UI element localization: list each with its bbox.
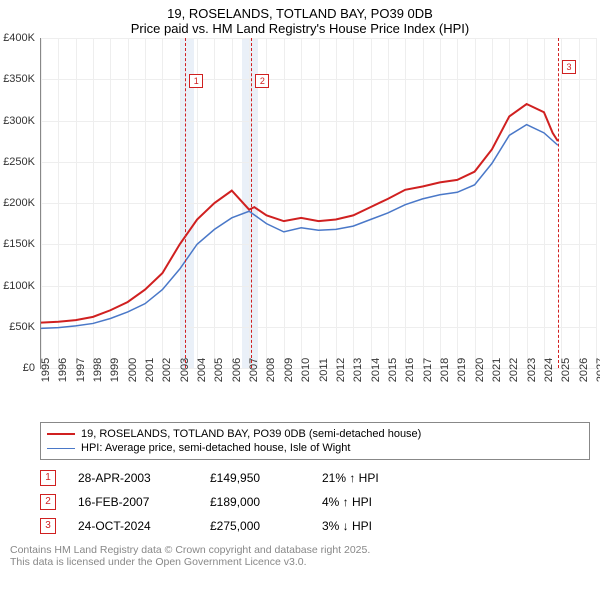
event-date: 16-FEB-2007 [78, 495, 188, 509]
x-tick-label: 2000 [127, 358, 139, 382]
event-pct: 4% ↑ HPI [322, 495, 422, 509]
event-price: £275,000 [210, 519, 300, 533]
y-tick-label: £350K [0, 73, 35, 85]
attribution-footer: Contains HM Land Registry data © Crown c… [10, 544, 590, 568]
legend-swatch [47, 448, 75, 449]
event-row: 2 16-FEB-2007 £189,000 4% ↑ HPI [40, 490, 590, 514]
x-tick-label: 1997 [75, 358, 87, 382]
event-row: 3 24-OCT-2024 £275,000 3% ↓ HPI [40, 514, 590, 538]
event-date: 24-OCT-2024 [78, 519, 188, 533]
x-tick-label: 2002 [161, 358, 173, 382]
x-tick-label: 1999 [109, 358, 121, 382]
x-tick-label: 2016 [404, 358, 416, 382]
event-marker-line [558, 38, 559, 368]
x-tick-label: 2015 [387, 358, 399, 382]
x-tick-label: 2011 [318, 358, 330, 382]
x-tick-label: 2021 [491, 358, 503, 382]
x-tick-label: 2009 [283, 358, 295, 382]
event-row: 1 28-APR-2003 £149,950 21% ↑ HPI [40, 466, 590, 490]
event-number-box: 2 [40, 494, 56, 510]
x-tick-label: 2014 [370, 358, 382, 382]
x-tick-label: 2027 [595, 358, 600, 382]
x-tick-label: 2023 [526, 358, 538, 382]
gridline-v [596, 38, 597, 368]
event-price: £149,950 [210, 471, 300, 485]
x-tick-label: 2008 [265, 358, 277, 382]
event-marker-box: 1 [189, 74, 203, 88]
x-tick-label: 2024 [543, 358, 555, 382]
event-table: 1 28-APR-2003 £149,950 21% ↑ HPI 2 16-FEB-200… [40, 466, 590, 538]
legend-label: 19, ROSELANDS, TOTLAND BAY, PO39 0DB (se… [81, 428, 421, 440]
x-tick-label: 2004 [196, 358, 208, 382]
event-number-box: 3 [40, 518, 56, 534]
chart-area: 123 199519961997199819992000200120022003… [0, 38, 600, 418]
event-price: £189,000 [210, 495, 300, 509]
footer-line-2: This data is licensed under the Open Gov… [10, 556, 590, 568]
x-tick-label: 2012 [335, 358, 347, 382]
x-tick-label: 2017 [422, 358, 434, 382]
x-tick-label: 2003 [179, 358, 191, 382]
line-svg [41, 38, 596, 368]
y-tick-label: £400K [0, 32, 35, 44]
series-price_paid [41, 104, 558, 323]
x-axis: 1995199619971998199920002001200220032004… [40, 370, 595, 418]
y-tick-label: £300K [0, 115, 35, 127]
y-tick-label: £150K [0, 238, 35, 250]
event-marker-line [185, 38, 186, 368]
x-tick-label: 2018 [439, 358, 451, 382]
x-tick-label: 1998 [92, 358, 104, 382]
title-line-2: Price paid vs. HM Land Registry's House … [0, 21, 600, 36]
event-pct: 3% ↓ HPI [322, 519, 422, 533]
series-hpi [41, 125, 558, 329]
y-tick-label: £50K [0, 321, 35, 333]
x-tick-label: 1996 [57, 358, 69, 382]
x-tick-label: 2007 [248, 358, 260, 382]
event-marker-line [251, 38, 252, 368]
event-pct: 21% ↑ HPI [322, 471, 422, 485]
y-tick-label: £250K [0, 156, 35, 168]
legend-item: HPI: Average price, semi-detached house,… [47, 441, 583, 455]
legend-label: HPI: Average price, semi-detached house,… [81, 442, 350, 454]
plot-region: 1 2 3 [40, 38, 596, 369]
y-tick-label: £100K [0, 280, 35, 292]
x-tick-label: 2019 [456, 358, 468, 382]
x-tick-label: 2026 [578, 358, 590, 382]
legend-item: 19, ROSELANDS, TOTLAND BAY, PO39 0DB (se… [47, 427, 583, 441]
y-tick-label: £0 [0, 362, 35, 374]
x-tick-label: 2025 [560, 358, 572, 382]
event-date: 28-APR-2003 [78, 471, 188, 485]
legend: 19, ROSELANDS, TOTLAND BAY, PO39 0DB (se… [40, 422, 590, 460]
event-number-box: 1 [40, 470, 56, 486]
x-tick-label: 1995 [40, 358, 52, 382]
title-line-1: 19, ROSELANDS, TOTLAND BAY, PO39 0DB [0, 6, 600, 21]
x-tick-label: 2005 [213, 358, 225, 382]
x-tick-label: 2013 [352, 358, 364, 382]
event-marker-box: 3 [562, 60, 576, 74]
event-marker-box: 2 [255, 74, 269, 88]
y-tick-label: £200K [0, 197, 35, 209]
x-tick-label: 2020 [474, 358, 486, 382]
x-tick-label: 2022 [508, 358, 520, 382]
chart-title: 19, ROSELANDS, TOTLAND BAY, PO39 0DB Pri… [0, 0, 600, 38]
footer-line-1: Contains HM Land Registry data © Crown c… [10, 544, 590, 556]
x-tick-label: 2010 [300, 358, 312, 382]
x-tick-label: 2006 [231, 358, 243, 382]
legend-swatch [47, 433, 75, 435]
x-tick-label: 2001 [144, 358, 156, 382]
